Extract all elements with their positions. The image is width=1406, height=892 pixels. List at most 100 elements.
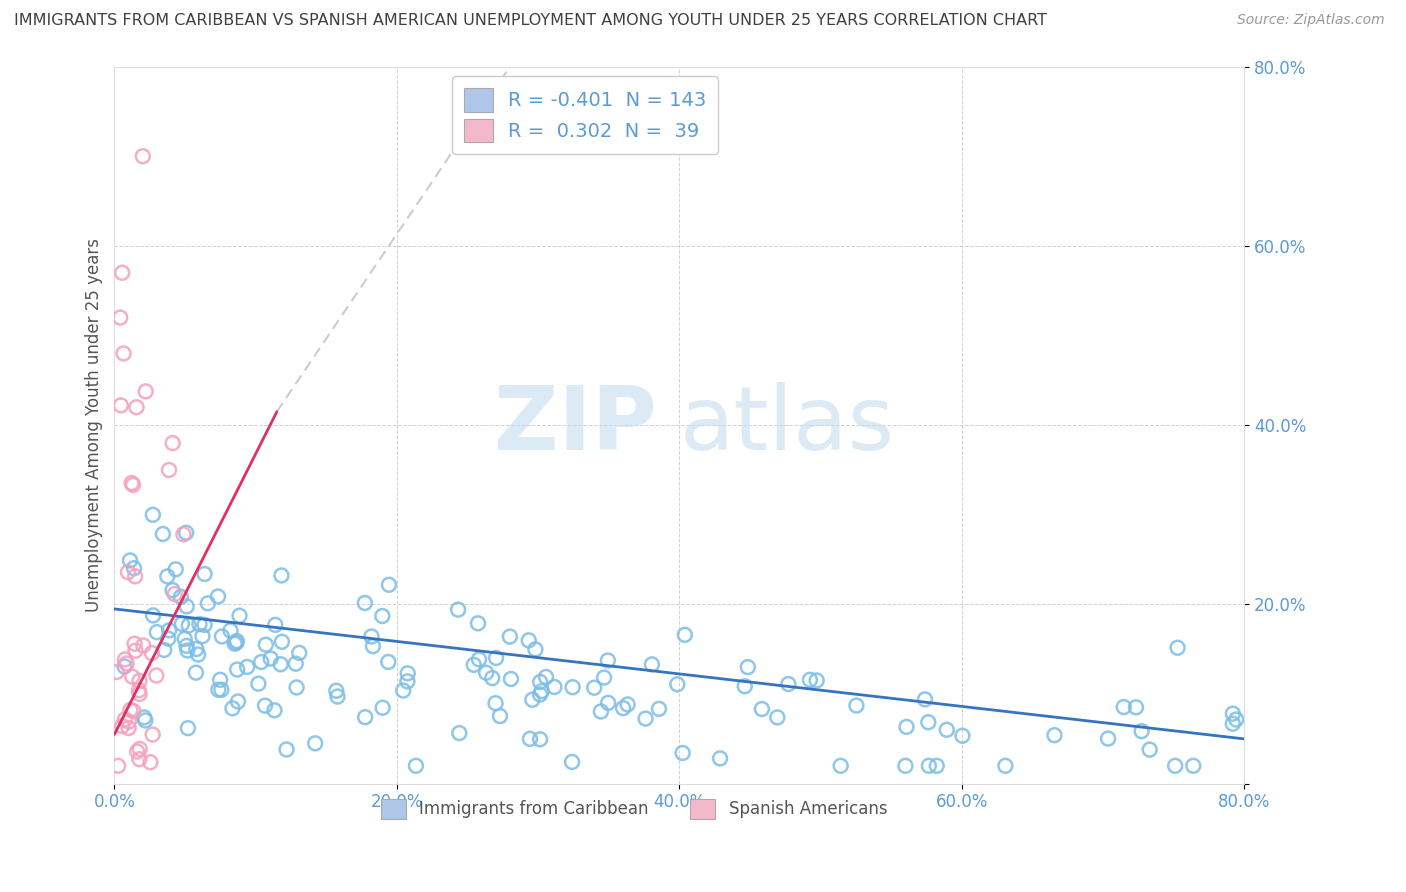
Point <box>709 751 731 765</box>
Point <box>467 616 489 631</box>
Point <box>211 630 233 644</box>
Point <box>529 675 551 690</box>
Point <box>135 384 157 399</box>
Point <box>134 714 156 728</box>
Point <box>994 759 1017 773</box>
Point <box>112 346 135 360</box>
Point <box>219 624 242 638</box>
Point <box>463 657 485 672</box>
Point <box>193 566 215 581</box>
Point <box>132 639 155 653</box>
Point <box>128 673 150 688</box>
Point <box>529 732 551 747</box>
Point <box>110 398 132 412</box>
Point <box>142 608 165 623</box>
Point <box>522 692 544 706</box>
Point <box>124 637 146 651</box>
Point <box>157 624 180 638</box>
Point <box>152 527 174 541</box>
Point <box>118 714 141 729</box>
Point <box>170 616 193 631</box>
Point <box>666 677 689 691</box>
Point <box>226 663 249 677</box>
Point <box>197 596 219 610</box>
Point <box>117 565 139 579</box>
Point <box>806 673 828 688</box>
Point <box>157 463 180 477</box>
Point <box>468 652 491 666</box>
Point <box>176 643 198 657</box>
Point <box>260 651 283 665</box>
Point <box>593 671 616 685</box>
Point <box>894 759 917 773</box>
Point <box>132 149 155 163</box>
Point <box>489 709 512 723</box>
Point <box>176 599 198 614</box>
Point <box>896 720 918 734</box>
Point <box>174 525 197 540</box>
Y-axis label: Unemployment Among Youth under 25 years: Unemployment Among Youth under 25 years <box>86 238 103 612</box>
Point <box>163 587 186 601</box>
Point <box>170 590 193 604</box>
Point <box>271 635 294 649</box>
Point <box>173 632 195 646</box>
Point <box>110 310 132 325</box>
Point <box>530 684 553 698</box>
Point <box>226 694 249 708</box>
Point <box>1043 728 1066 742</box>
Point <box>225 635 247 649</box>
Point <box>184 665 207 680</box>
Point <box>751 702 773 716</box>
Point <box>543 680 565 694</box>
Point <box>396 674 419 689</box>
Point <box>186 642 208 657</box>
Point <box>209 673 232 687</box>
Point <box>517 633 540 648</box>
Point <box>499 630 522 644</box>
Point <box>612 701 634 715</box>
Point <box>354 596 377 610</box>
Point <box>264 618 287 632</box>
Point <box>475 665 498 680</box>
Point <box>634 712 657 726</box>
Text: ZIP: ZIP <box>494 382 657 468</box>
Point <box>845 698 868 713</box>
Point <box>641 657 664 672</box>
Point <box>188 617 211 632</box>
Point <box>121 476 143 491</box>
Point <box>396 666 419 681</box>
Text: IMMIGRANTS FROM CARIBBEAN VS SPANISH AMERICAN UNEMPLOYMENT AMONG YOUTH UNDER 25 : IMMIGRANTS FROM CARIBBEAN VS SPANISH AME… <box>14 13 1047 29</box>
Point <box>165 562 187 576</box>
Point <box>598 696 620 710</box>
Point <box>124 643 146 657</box>
Point <box>176 639 198 653</box>
Point <box>107 759 129 773</box>
Point <box>128 683 150 698</box>
Point <box>371 700 394 714</box>
Point <box>207 682 229 697</box>
Point <box>125 401 148 415</box>
Point <box>499 672 522 686</box>
Point <box>1130 724 1153 739</box>
Point <box>128 687 150 701</box>
Point <box>105 665 128 679</box>
Point <box>1125 700 1147 714</box>
Point <box>524 642 547 657</box>
Point <box>1164 759 1187 773</box>
Point <box>162 583 184 598</box>
Point <box>766 710 789 724</box>
Point <box>737 660 759 674</box>
Point <box>162 436 184 450</box>
Point <box>1182 759 1205 773</box>
Point <box>115 657 138 671</box>
Point <box>221 701 243 715</box>
Point <box>799 673 821 687</box>
Point <box>325 683 347 698</box>
Point <box>925 759 948 773</box>
Point <box>121 670 143 684</box>
Point <box>734 679 756 693</box>
Point <box>157 632 180 646</box>
Point <box>583 681 606 695</box>
Point <box>371 609 394 624</box>
Point <box>122 561 145 575</box>
